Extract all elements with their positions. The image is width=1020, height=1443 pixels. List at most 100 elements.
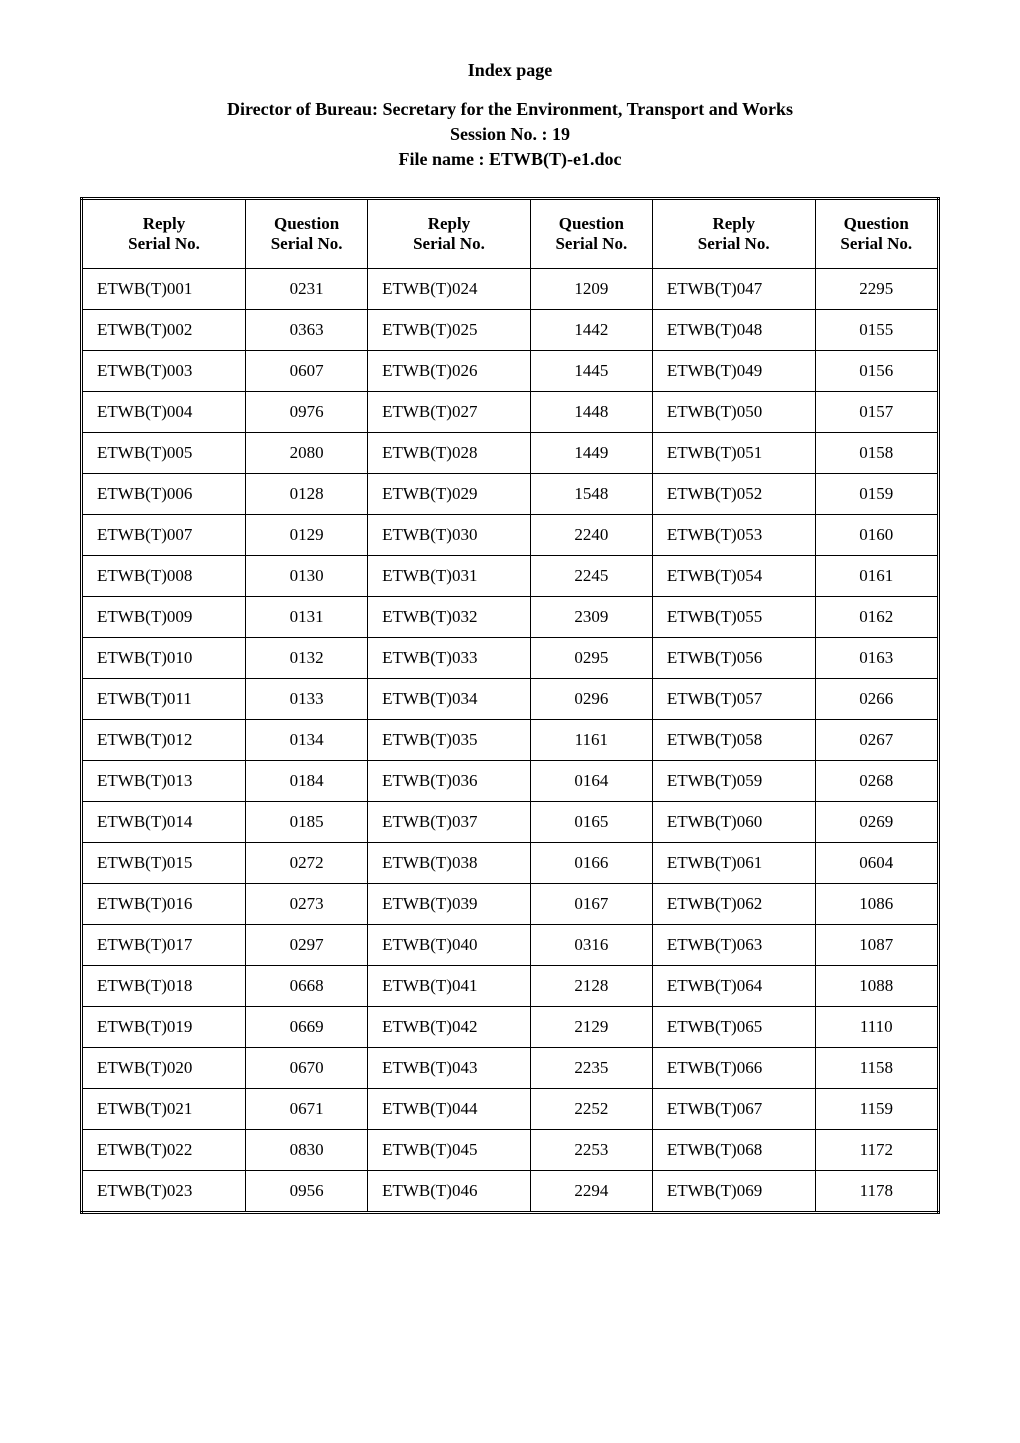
table-cell: 0156: [815, 350, 938, 391]
table-cell: ETWB(T)042: [368, 1006, 531, 1047]
table-cell: 1086: [815, 883, 938, 924]
table-cell: ETWB(T)045: [368, 1129, 531, 1170]
table-cell: ETWB(T)041: [368, 965, 531, 1006]
table-cell: ETWB(T)029: [368, 473, 531, 514]
table-cell: 2309: [530, 596, 652, 637]
index-table: ReplySerial No. QuestionSerial No. Reply…: [80, 197, 940, 1214]
table-cell: ETWB(T)019: [82, 1006, 246, 1047]
table-cell: 0160: [815, 514, 938, 555]
page-subtitle: Director of Bureau: Secretary for the En…: [80, 97, 940, 173]
table-cell: 0272: [246, 842, 368, 883]
table-cell: ETWB(T)046: [368, 1170, 531, 1212]
table-cell: ETWB(T)040: [368, 924, 531, 965]
table-cell: 0607: [246, 350, 368, 391]
table-cell: ETWB(T)034: [368, 678, 531, 719]
table-cell: 0976: [246, 391, 368, 432]
table-cell: 0132: [246, 637, 368, 678]
table-cell: 0231: [246, 268, 368, 309]
table-cell: 2080: [246, 432, 368, 473]
table-cell: 2128: [530, 965, 652, 1006]
col-header-question-1: QuestionSerial No.: [246, 198, 368, 268]
table-cell: 0266: [815, 678, 938, 719]
table-cell: 1448: [530, 391, 652, 432]
table-cell: ETWB(T)051: [652, 432, 815, 473]
table-row: ETWB(T)0220830ETWB(T)0452253ETWB(T)06811…: [82, 1129, 939, 1170]
table-cell: ETWB(T)008: [82, 555, 246, 596]
table-row: ETWB(T)0020363ETWB(T)0251442ETWB(T)04801…: [82, 309, 939, 350]
table-cell: 0164: [530, 760, 652, 801]
page-title: Index page: [80, 60, 940, 81]
table-cell: 0158: [815, 432, 938, 473]
table-cell: ETWB(T)055: [652, 596, 815, 637]
table-row: ETWB(T)0110133ETWB(T)0340296ETWB(T)05702…: [82, 678, 939, 719]
table-cell: 2240: [530, 514, 652, 555]
table-cell: ETWB(T)018: [82, 965, 246, 1006]
table-row: ETWB(T)0030607ETWB(T)0261445ETWB(T)04901…: [82, 350, 939, 391]
table-row: ETWB(T)0230956ETWB(T)0462294ETWB(T)06911…: [82, 1170, 939, 1212]
table-cell: ETWB(T)004: [82, 391, 246, 432]
table-row: ETWB(T)0210671ETWB(T)0442252ETWB(T)06711…: [82, 1088, 939, 1129]
header-line-2: Session No. : 19: [450, 124, 570, 144]
table-row: ETWB(T)0160273ETWB(T)0390167ETWB(T)06210…: [82, 883, 939, 924]
table-cell: 0165: [530, 801, 652, 842]
table-cell: ETWB(T)039: [368, 883, 531, 924]
table-cell: 0162: [815, 596, 938, 637]
table-cell: 2129: [530, 1006, 652, 1047]
table-cell: 0155: [815, 309, 938, 350]
table-cell: ETWB(T)021: [82, 1088, 246, 1129]
table-cell: 0184: [246, 760, 368, 801]
table-cell: 0830: [246, 1129, 368, 1170]
table-cell: ETWB(T)066: [652, 1047, 815, 1088]
table-cell: ETWB(T)060: [652, 801, 815, 842]
col-header-question-2: QuestionSerial No.: [530, 198, 652, 268]
table-row: ETWB(T)0200670ETWB(T)0432235ETWB(T)06611…: [82, 1047, 939, 1088]
table-cell: 0671: [246, 1088, 368, 1129]
table-cell: ETWB(T)050: [652, 391, 815, 432]
table-cell: 0131: [246, 596, 368, 637]
table-row: ETWB(T)0140185ETWB(T)0370165ETWB(T)06002…: [82, 801, 939, 842]
col-header-question-3: QuestionSerial No.: [815, 198, 938, 268]
table-cell: 0363: [246, 309, 368, 350]
table-cell: ETWB(T)002: [82, 309, 246, 350]
table-body: ETWB(T)0010231ETWB(T)0241209ETWB(T)04722…: [82, 268, 939, 1212]
table-cell: ETWB(T)063: [652, 924, 815, 965]
table-cell: ETWB(T)067: [652, 1088, 815, 1129]
table-cell: ETWB(T)057: [652, 678, 815, 719]
table-cell: ETWB(T)022: [82, 1129, 246, 1170]
table-cell: ETWB(T)030: [368, 514, 531, 555]
table-row: ETWB(T)0052080ETWB(T)0281449ETWB(T)05101…: [82, 432, 939, 473]
table-row: ETWB(T)0150272ETWB(T)0380166ETWB(T)06106…: [82, 842, 939, 883]
table-cell: 1548: [530, 473, 652, 514]
table-cell: 1088: [815, 965, 938, 1006]
table-cell: 1172: [815, 1129, 938, 1170]
table-cell: ETWB(T)001: [82, 268, 246, 309]
table-cell: 2253: [530, 1129, 652, 1170]
table-row: ETWB(T)0170297ETWB(T)0400316ETWB(T)06310…: [82, 924, 939, 965]
table-cell: ETWB(T)036: [368, 760, 531, 801]
table-row: ETWB(T)0080130ETWB(T)0312245ETWB(T)05401…: [82, 555, 939, 596]
header-line-3: File name : ETWB(T)-e1.doc: [399, 149, 622, 169]
table-row: ETWB(T)0060128ETWB(T)0291548ETWB(T)05201…: [82, 473, 939, 514]
table-cell: 2235: [530, 1047, 652, 1088]
table-cell: 2245: [530, 555, 652, 596]
table-cell: ETWB(T)027: [368, 391, 531, 432]
table-cell: ETWB(T)069: [652, 1170, 815, 1212]
table-cell: 0296: [530, 678, 652, 719]
table-cell: ETWB(T)053: [652, 514, 815, 555]
table-cell: 0163: [815, 637, 938, 678]
table-cell: 0956: [246, 1170, 368, 1212]
table-cell: ETWB(T)064: [652, 965, 815, 1006]
table-cell: ETWB(T)062: [652, 883, 815, 924]
table-row: ETWB(T)0120134ETWB(T)0351161ETWB(T)05802…: [82, 719, 939, 760]
table-cell: 0133: [246, 678, 368, 719]
table-cell: 1087: [815, 924, 938, 965]
table-cell: ETWB(T)052: [652, 473, 815, 514]
table-cell: ETWB(T)026: [368, 350, 531, 391]
table-row: ETWB(T)0070129ETWB(T)0302240ETWB(T)05301…: [82, 514, 939, 555]
table-cell: 0273: [246, 883, 368, 924]
table-cell: 0316: [530, 924, 652, 965]
table-cell: 0669: [246, 1006, 368, 1047]
table-cell: 0185: [246, 801, 368, 842]
table-cell: ETWB(T)031: [368, 555, 531, 596]
table-cell: ETWB(T)011: [82, 678, 246, 719]
